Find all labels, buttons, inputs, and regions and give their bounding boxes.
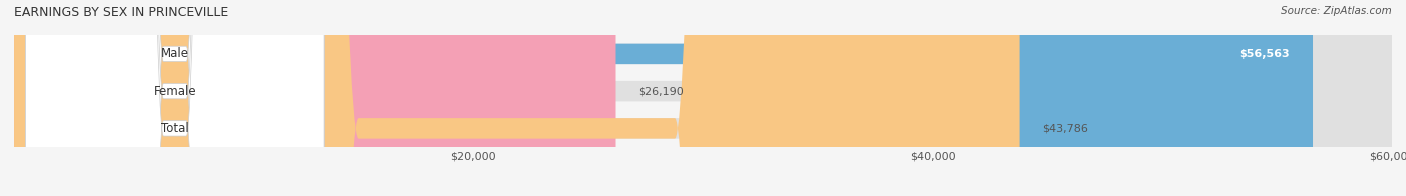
FancyBboxPatch shape <box>14 0 1313 196</box>
FancyBboxPatch shape <box>14 0 1392 196</box>
FancyBboxPatch shape <box>14 0 616 196</box>
FancyBboxPatch shape <box>25 0 325 196</box>
FancyBboxPatch shape <box>14 0 1392 196</box>
FancyBboxPatch shape <box>14 0 1019 196</box>
FancyBboxPatch shape <box>14 0 1392 196</box>
Text: $56,563: $56,563 <box>1240 49 1291 59</box>
Text: Male: Male <box>160 47 188 60</box>
Text: EARNINGS BY SEX IN PRINCEVILLE: EARNINGS BY SEX IN PRINCEVILLE <box>14 6 228 19</box>
Text: Source: ZipAtlas.com: Source: ZipAtlas.com <box>1281 6 1392 16</box>
Text: Female: Female <box>153 85 195 98</box>
FancyBboxPatch shape <box>25 0 325 196</box>
Text: $26,190: $26,190 <box>638 86 685 96</box>
Text: Total: Total <box>160 122 188 135</box>
FancyBboxPatch shape <box>25 0 325 196</box>
Text: $43,786: $43,786 <box>1043 123 1088 133</box>
